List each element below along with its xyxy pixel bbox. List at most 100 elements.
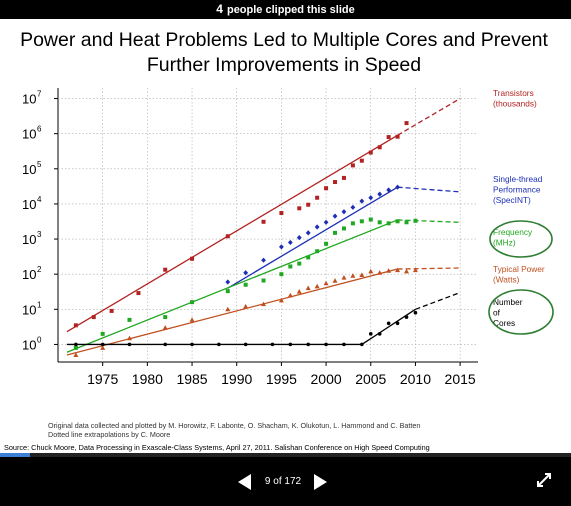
data-point bbox=[100, 345, 106, 350]
x-tick-label: 1985 bbox=[176, 371, 207, 387]
prev-arrow-icon[interactable] bbox=[238, 474, 251, 490]
data-point bbox=[341, 226, 346, 231]
data-point bbox=[287, 292, 293, 298]
trend-line bbox=[66, 268, 398, 356]
clip-count-bar: 4 people clipped this slide bbox=[0, 0, 571, 19]
expand-icon[interactable] bbox=[535, 471, 553, 489]
data-point bbox=[127, 342, 132, 347]
data-point bbox=[368, 332, 373, 336]
data-point bbox=[350, 221, 355, 226]
y-tick-exponent: 7 bbox=[37, 90, 42, 99]
data-point bbox=[305, 285, 311, 291]
extrapolation-line bbox=[397, 97, 461, 136]
data-point bbox=[261, 278, 266, 283]
y-tick-label: 10 bbox=[22, 127, 36, 142]
data-point bbox=[377, 270, 383, 275]
data-point bbox=[243, 303, 249, 309]
data-point bbox=[109, 308, 114, 313]
legend-label: (thousands) bbox=[493, 99, 537, 109]
data-point bbox=[386, 135, 391, 140]
y-tick-exponent: 3 bbox=[37, 230, 42, 239]
next-arrow-icon[interactable] bbox=[314, 474, 327, 490]
navigation-bar: 9 of 172 bbox=[0, 457, 571, 506]
y-tick-exponent: 5 bbox=[37, 160, 42, 169]
data-point bbox=[386, 321, 391, 326]
data-point bbox=[270, 342, 275, 347]
x-tick-label: 2015 bbox=[445, 371, 476, 387]
data-point bbox=[341, 274, 347, 280]
data-point bbox=[73, 345, 78, 350]
data-point bbox=[305, 230, 311, 236]
data-point bbox=[333, 230, 338, 235]
data-point bbox=[341, 209, 347, 215]
x-tick-label: 1980 bbox=[132, 371, 163, 387]
y-tick-exponent: 6 bbox=[37, 125, 42, 134]
data-point bbox=[314, 224, 320, 230]
data-point bbox=[297, 261, 302, 266]
data-point bbox=[100, 331, 105, 336]
x-tick-label: 1990 bbox=[221, 371, 252, 387]
data-point bbox=[395, 219, 400, 224]
x-tick-label: 2010 bbox=[400, 371, 431, 387]
x-tick-label: 2005 bbox=[355, 371, 386, 387]
data-point bbox=[395, 267, 401, 273]
data-point bbox=[261, 257, 266, 263]
y-tick-exponent: 1 bbox=[37, 300, 42, 309]
data-point bbox=[324, 186, 329, 191]
data-point bbox=[279, 244, 284, 250]
x-tick-label: 2000 bbox=[311, 371, 342, 387]
y-tick-label: 10 bbox=[22, 232, 36, 247]
data-point bbox=[73, 352, 79, 358]
data-point bbox=[413, 310, 418, 315]
data-point bbox=[395, 134, 400, 139]
data-point bbox=[162, 325, 168, 330]
y-tick-exponent: 2 bbox=[37, 265, 42, 274]
extrapolation-line bbox=[415, 291, 461, 310]
legend-label: Single-thread bbox=[493, 174, 543, 184]
data-point bbox=[342, 342, 346, 347]
data-point bbox=[404, 220, 409, 225]
clip-count: 4 bbox=[216, 2, 223, 16]
legend-label: Typical Power bbox=[493, 264, 545, 274]
data-point bbox=[332, 278, 338, 283]
data-point bbox=[377, 220, 382, 225]
x-tick-label: 1975 bbox=[87, 371, 118, 387]
data-point bbox=[287, 239, 293, 246]
data-point bbox=[323, 280, 329, 286]
highlight-ellipse bbox=[488, 289, 554, 335]
clip-count-label: people clipped this slide bbox=[226, 4, 355, 16]
data-point bbox=[341, 175, 346, 180]
data-point bbox=[127, 317, 132, 322]
data-point bbox=[278, 297, 284, 303]
progress-bar[interactable] bbox=[0, 453, 571, 457]
legend-label: Number bbox=[493, 297, 523, 307]
data-point bbox=[360, 342, 364, 347]
legend-label: Cores bbox=[493, 318, 515, 328]
data-point bbox=[395, 184, 400, 190]
data-point bbox=[74, 342, 78, 347]
data-point bbox=[288, 264, 293, 269]
data-point bbox=[359, 158, 364, 163]
slide-title: Power and Heat Problems Led to Multiple … bbox=[20, 29, 548, 76]
data-point bbox=[333, 180, 338, 185]
data-point bbox=[412, 267, 418, 273]
legend-label: Performance bbox=[493, 185, 541, 195]
data-point bbox=[368, 268, 374, 274]
legend-label: (Watts) bbox=[493, 275, 520, 285]
data-point bbox=[350, 273, 356, 278]
extrapolation-line bbox=[397, 186, 461, 193]
trend-line bbox=[66, 134, 398, 333]
data-point bbox=[288, 342, 293, 347]
slide-counter: 9 of 172 bbox=[264, 476, 302, 487]
data-point bbox=[306, 202, 311, 207]
data-point bbox=[404, 121, 409, 126]
data-point bbox=[386, 268, 392, 273]
data-point bbox=[350, 204, 356, 210]
data-point bbox=[261, 301, 267, 307]
y-tick-label: 10 bbox=[22, 197, 36, 212]
legend-label: (MHz) bbox=[493, 238, 516, 248]
data-point bbox=[413, 218, 418, 223]
data-point bbox=[243, 282, 248, 287]
data-point bbox=[190, 300, 195, 305]
